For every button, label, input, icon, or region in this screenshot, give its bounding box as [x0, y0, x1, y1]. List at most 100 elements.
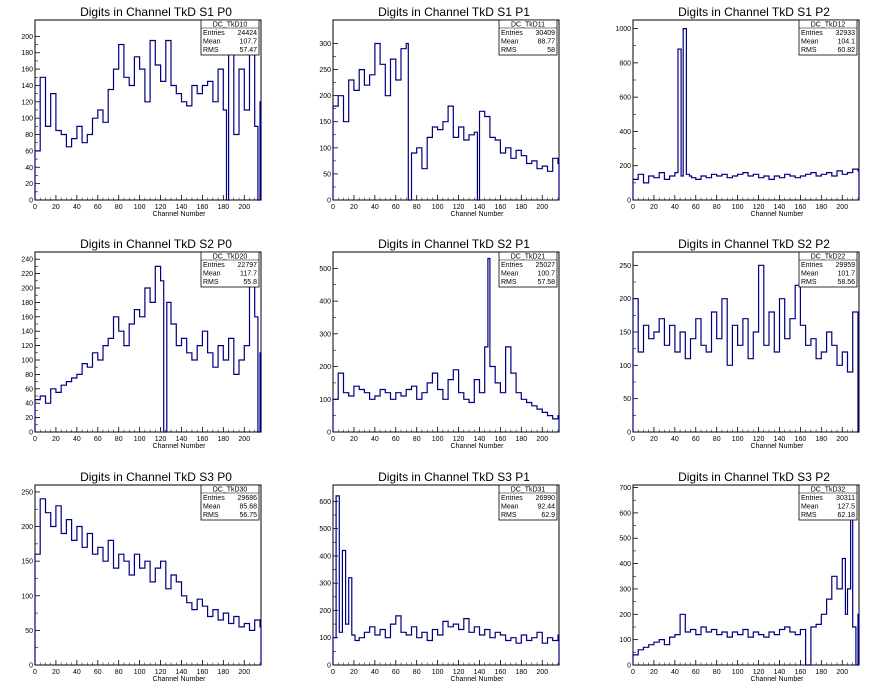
x-tick-label: 100: [432, 204, 444, 211]
y-tick-label: 400: [319, 299, 331, 306]
x-tick-label: 120: [155, 436, 167, 443]
stats-label: Mean: [501, 271, 519, 278]
stats-label: Entries: [801, 30, 823, 37]
x-axis-label: Channel Number: [153, 676, 207, 683]
stats-label: RMS: [501, 47, 517, 54]
x-tick-label: 120: [155, 204, 167, 211]
y-tick-label: 0: [327, 198, 331, 205]
stats-value: 22797: [238, 262, 258, 269]
histogram-panel-5: Digits in Channel TkD S2 P10100200300400…: [319, 237, 560, 450]
x-tick-label: 200: [836, 436, 848, 443]
x-tick-label: 20: [350, 436, 358, 443]
x-tick-label: 160: [795, 436, 807, 443]
stats-label: RMS: [203, 512, 219, 519]
x-tick-label: 60: [692, 669, 700, 676]
y-tick-label: 500: [319, 266, 331, 273]
y-tick-label: 220: [21, 271, 33, 278]
stats-name: DC_TkD32: [811, 487, 846, 494]
stats-value: 85.68: [239, 504, 257, 511]
x-tick-label: 100: [732, 204, 744, 211]
x-tick-label: 80: [115, 436, 123, 443]
y-tick-label: 0: [29, 198, 33, 205]
x-tick-label: 160: [795, 669, 807, 676]
stats-box-frame: [798, 251, 858, 288]
y-tick-label: 80: [25, 372, 33, 379]
x-tick-label: 40: [73, 669, 81, 676]
x-tick-label: 160: [197, 436, 209, 443]
y-tick-label: 120: [21, 99, 33, 106]
stats-value: 30311: [836, 495, 855, 502]
x-tick-label: 0: [631, 669, 635, 676]
y-tick-label: 50: [623, 396, 631, 403]
histogram-series-1: [332, 42, 560, 201]
stats-box-frame: [200, 251, 260, 288]
stats-box-frame: [498, 251, 558, 288]
y-tick-label: 200: [319, 364, 331, 371]
stats-label: Mean: [501, 504, 519, 511]
stats-value: 101.7: [837, 271, 855, 278]
plot-frame: [332, 251, 560, 433]
x-tick-label: 20: [350, 204, 358, 211]
chart-title: Digits in Channel TkD S1 P1: [378, 5, 530, 19]
y-tick-label: 20: [25, 181, 33, 188]
x-tick-label: 140: [774, 204, 786, 211]
stats-box-frame: [200, 19, 260, 56]
stats-label: Mean: [801, 39, 819, 46]
y-tick-label: 60: [25, 386, 33, 393]
y-tick-label: 150: [319, 119, 331, 126]
stats-label: Entries: [801, 495, 823, 502]
x-tick-label: 200: [536, 669, 548, 676]
stats-value: 29959: [836, 262, 856, 269]
stats-label: RMS: [501, 512, 517, 519]
stats-label: Mean: [203, 271, 221, 278]
x-tick-label: 60: [692, 436, 700, 443]
x-tick-label: 0: [331, 436, 335, 443]
x-tick-label: 60: [392, 436, 400, 443]
stats-value: 58.56: [837, 279, 855, 286]
y-tick-label: 200: [319, 608, 331, 615]
x-tick-label: 60: [94, 669, 102, 676]
histogram-series-1: [632, 264, 859, 433]
x-tick-label: 0: [33, 436, 37, 443]
x-tick-label: 140: [176, 204, 188, 211]
x-tick-label: 100: [732, 436, 744, 443]
stats-value: 117.7: [240, 271, 257, 278]
x-axis-label: Channel Number: [153, 443, 207, 450]
y-tick-label: 0: [29, 430, 33, 437]
stats-name: DC_TkD21: [511, 254, 546, 261]
x-tick-label: 200: [238, 669, 250, 676]
y-tick-label: 100: [319, 397, 331, 404]
stats-label: RMS: [801, 512, 817, 519]
x-tick-label: 80: [413, 204, 421, 211]
x-tick-label: 80: [713, 669, 721, 676]
y-tick-label: 400: [319, 553, 331, 560]
x-tick-label: 120: [453, 669, 465, 676]
x-axis-label: Channel Number: [751, 676, 805, 683]
stats-value: 60.82: [837, 47, 855, 54]
stats-label: Mean: [801, 504, 819, 511]
x-tick-label: 80: [713, 436, 721, 443]
x-tick-label: 100: [134, 436, 146, 443]
histogram-series-1: [34, 35, 262, 201]
stats-value: 92.44: [537, 504, 555, 511]
x-tick-label: 40: [671, 669, 679, 676]
x-tick-label: 180: [515, 436, 527, 443]
x-tick-label: 120: [453, 436, 465, 443]
y-tick-label: 100: [619, 637, 631, 644]
x-tick-label: 0: [631, 436, 635, 443]
y-tick-label: 140: [21, 83, 33, 90]
y-tick-label: 100: [21, 116, 33, 123]
x-tick-label: 100: [432, 436, 444, 443]
histogram-panel-1: Digits in Channel TkD S1 P0 0 20 40 60 80 100 1…: [21, 5, 262, 218]
stats-label: Entries: [203, 30, 225, 37]
chart-title: Digits in Channel TkD S3 P1: [378, 470, 530, 484]
x-tick-label: 180: [815, 436, 827, 443]
x-tick-label: 40: [371, 436, 379, 443]
y-tick-label: 40: [25, 401, 33, 408]
x-tick-label: 40: [371, 204, 379, 211]
x-tick-label: 200: [836, 669, 848, 676]
